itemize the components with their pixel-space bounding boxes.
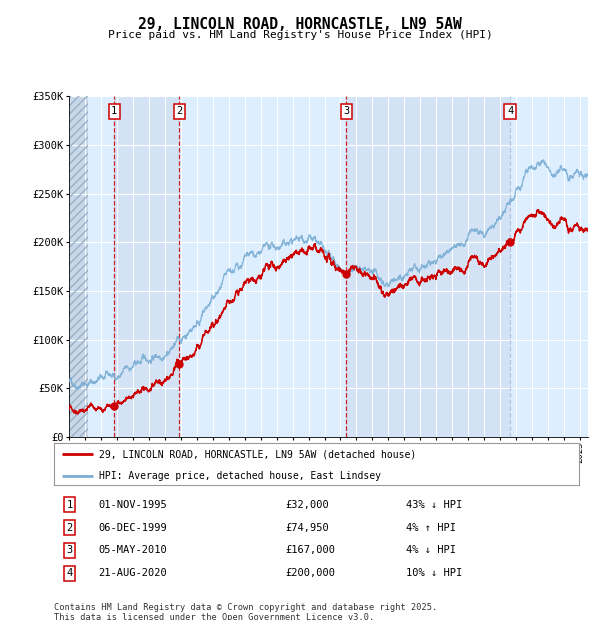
Text: 1: 1 [67,500,73,510]
Bar [69,96,88,437]
Text: 2: 2 [176,107,182,117]
Text: £200,000: £200,000 [285,569,335,578]
Text: 4% ↑ HPI: 4% ↑ HPI [406,523,456,533]
Text: 21-AUG-2020: 21-AUG-2020 [98,569,167,578]
Text: £74,950: £74,950 [285,523,329,533]
Text: Price paid vs. HM Land Registry's House Price Index (HPI): Price paid vs. HM Land Registry's House … [107,30,493,40]
Bar [346,96,510,437]
Text: 1: 1 [111,107,118,117]
Text: 10% ↓ HPI: 10% ↓ HPI [406,569,462,578]
Text: 01-NOV-1995: 01-NOV-1995 [98,500,167,510]
Text: 4: 4 [507,107,513,117]
Bar [69,96,88,437]
Text: HPI: Average price, detached house, East Lindsey: HPI: Average price, detached house, East… [98,471,380,480]
Text: 4: 4 [67,569,73,578]
Text: £167,000: £167,000 [285,546,335,556]
Text: 43% ↓ HPI: 43% ↓ HPI [406,500,462,510]
Text: Contains HM Land Registry data © Crown copyright and database right 2025.
This d: Contains HM Land Registry data © Crown c… [54,603,437,620]
Text: 06-DEC-1999: 06-DEC-1999 [98,523,167,533]
Text: £32,000: £32,000 [285,500,329,510]
Text: 4% ↓ HPI: 4% ↓ HPI [406,546,456,556]
Text: 29, LINCOLN ROAD, HORNCASTLE, LN9 5AW (detached house): 29, LINCOLN ROAD, HORNCASTLE, LN9 5AW (d… [98,450,416,459]
Bar [114,96,179,437]
Text: 3: 3 [67,546,73,556]
Text: 2: 2 [67,523,73,533]
Text: 29, LINCOLN ROAD, HORNCASTLE, LN9 5AW: 29, LINCOLN ROAD, HORNCASTLE, LN9 5AW [138,17,462,32]
Text: 3: 3 [343,107,350,117]
Text: 05-MAY-2010: 05-MAY-2010 [98,546,167,556]
